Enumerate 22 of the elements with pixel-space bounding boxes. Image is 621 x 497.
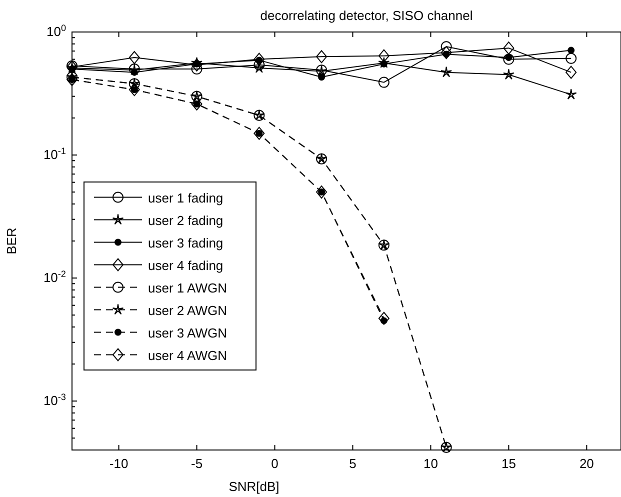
y-tick-label: 10$^{0}$ [46,23,66,40]
x-tick-label: -5 [190,456,203,472]
legend-label: user 3 fading [148,235,224,250]
legend-label: user 2 fading [148,212,224,228]
chart-title: decorrelating detector, SISO channel [260,8,473,23]
x-tick-label: 20 [579,456,594,472]
legend-label: user 4 AWGN [148,348,227,363]
legend-label: user 4 fading [148,258,224,273]
legend-label: user 1 fading [148,190,224,206]
x-tick-label: 0 [271,456,278,472]
x-tick-label: 5 [349,456,356,472]
y-tick-label: 10$^{-1}$ [43,146,66,162]
y-tick-label: 10$^{-2}$ [43,269,66,286]
x-tick-label: 15 [501,456,516,472]
legend-label: user 2 AWGN [148,302,227,318]
x-tick-label: 10 [423,456,438,472]
x-tick-label: -10 [109,456,128,472]
y-axis-title: BER [4,228,19,254]
x-axis-title: SNR[dB] [228,479,280,494]
legend-label: user 3 AWGN [148,325,227,340]
legend-label: user 1 AWGN [148,280,227,296]
y-tick-label: 10$^{-3}$ [43,392,66,408]
